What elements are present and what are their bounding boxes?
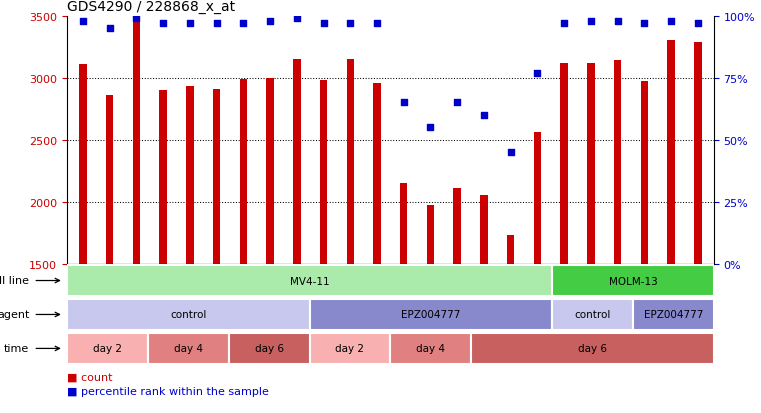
Bar	[79, 65, 87, 413]
Bar	[614, 61, 621, 413]
Point	[584, 18, 597, 25]
Text: GDS4290 / 228868_x_at: GDS4290 / 228868_x_at	[67, 0, 235, 14]
Text: control: control	[170, 310, 206, 320]
Text: MOLM-13: MOLM-13	[609, 276, 658, 286]
Point	[531, 70, 543, 77]
Bar	[390, 333, 471, 364]
Bar	[346, 60, 354, 413]
Bar	[186, 87, 193, 413]
Bar	[310, 333, 390, 364]
Point	[130, 16, 142, 22]
Bar	[587, 64, 594, 413]
Point	[211, 21, 223, 27]
Text: ■ percentile rank within the sample: ■ percentile rank within the sample	[67, 386, 269, 396]
Point	[157, 21, 169, 27]
Point	[184, 21, 196, 27]
Bar	[641, 81, 648, 413]
Bar	[400, 183, 407, 413]
Bar	[667, 41, 675, 413]
Bar	[132, 20, 140, 413]
Bar	[454, 188, 461, 413]
Point	[237, 21, 250, 27]
Bar	[533, 133, 541, 413]
Point	[451, 100, 463, 107]
Bar	[552, 266, 714, 296]
Text: EPZ004777: EPZ004777	[401, 310, 460, 320]
Point	[505, 149, 517, 156]
Text: control: control	[575, 310, 611, 320]
Bar	[213, 90, 221, 413]
Point	[264, 18, 276, 25]
Bar	[471, 333, 714, 364]
Bar	[67, 266, 552, 296]
Bar	[427, 206, 435, 413]
Text: day 4: day 4	[174, 344, 202, 354]
Bar	[633, 299, 714, 330]
Bar	[507, 235, 514, 413]
Text: day 6: day 6	[255, 344, 284, 354]
Bar	[229, 333, 310, 364]
Bar	[694, 43, 702, 413]
Bar	[320, 81, 327, 413]
Point	[371, 21, 383, 27]
Bar	[310, 299, 552, 330]
Text: cell line: cell line	[0, 275, 30, 285]
Bar	[293, 60, 301, 413]
Bar	[160, 91, 167, 413]
Bar	[67, 299, 310, 330]
Bar	[148, 333, 229, 364]
Text: MV4-11: MV4-11	[290, 276, 330, 286]
Bar	[480, 196, 488, 413]
Point	[665, 18, 677, 25]
Point	[425, 125, 437, 131]
Text: agent: agent	[0, 309, 30, 319]
Text: time: time	[5, 343, 30, 353]
Text: ■ count: ■ count	[67, 372, 113, 382]
Bar	[374, 83, 380, 413]
Text: day 4: day 4	[416, 344, 445, 354]
Point	[344, 21, 356, 27]
Point	[291, 16, 303, 22]
Bar	[552, 299, 633, 330]
Text: day 6: day 6	[578, 344, 607, 354]
Point	[558, 21, 570, 27]
Point	[398, 100, 410, 107]
Text: day 2: day 2	[336, 344, 365, 354]
Text: EPZ004777: EPZ004777	[644, 310, 703, 320]
Text: day 2: day 2	[93, 344, 122, 354]
Bar	[266, 78, 274, 413]
Point	[77, 18, 89, 25]
Bar	[560, 64, 568, 413]
Point	[638, 21, 651, 27]
Point	[478, 112, 490, 119]
Point	[692, 21, 704, 27]
Point	[103, 26, 116, 32]
Point	[612, 18, 624, 25]
Bar	[67, 333, 148, 364]
Point	[317, 21, 330, 27]
Bar	[106, 96, 113, 413]
Bar	[240, 80, 247, 413]
